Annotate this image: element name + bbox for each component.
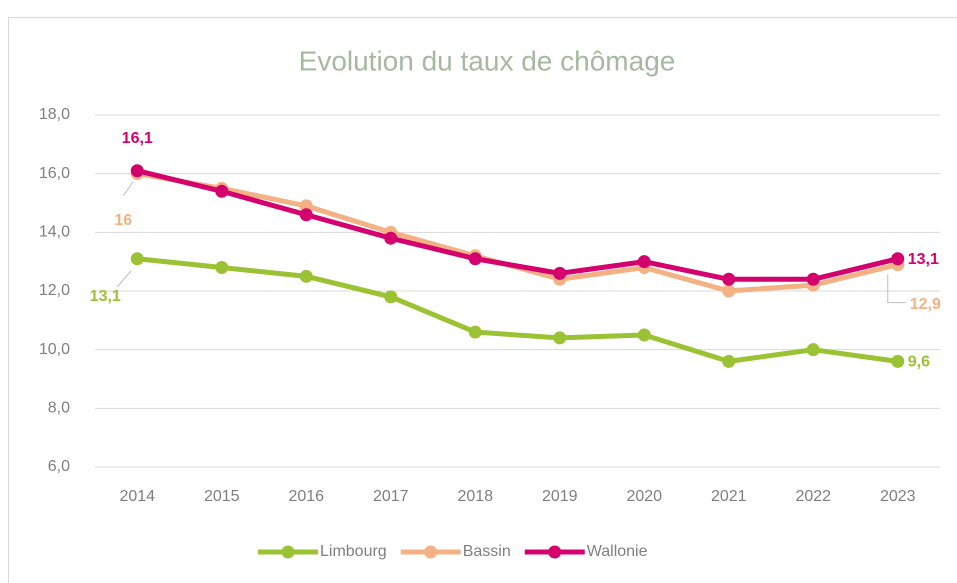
series-marker (215, 184, 229, 198)
leader-line (887, 274, 906, 304)
x-tick-label: 2019 (542, 488, 578, 505)
y-tick-label: 14,0 (39, 224, 70, 241)
series-marker (130, 164, 144, 178)
legend-marker (281, 545, 295, 559)
chart-frame (8, 17, 957, 583)
series-marker (637, 255, 651, 269)
data-label: 16,1 (122, 130, 153, 147)
series-marker (468, 325, 482, 339)
x-tick-label: 2023 (880, 488, 916, 505)
y-tick-label: 8,0 (48, 400, 70, 417)
x-tick-label: 2022 (795, 488, 831, 505)
series-marker (891, 252, 905, 266)
y-tick-label: 6,0 (48, 458, 70, 475)
chart-title: Evolution du taux de chômage (299, 45, 676, 76)
x-tick-label: 2020 (626, 488, 662, 505)
x-tick-label: 2018 (457, 488, 493, 505)
data-label: 13,1 (908, 251, 939, 268)
series-marker (384, 290, 398, 304)
x-tick-label: 2015 (204, 488, 240, 505)
series-marker (299, 269, 313, 283)
x-tick-label: 2021 (711, 488, 747, 505)
series-marker (130, 252, 144, 266)
data-label: 16 (114, 212, 132, 229)
x-tick-label: 2016 (288, 488, 324, 505)
x-tick-label: 2017 (373, 488, 409, 505)
series-marker (384, 231, 398, 245)
series-marker (215, 261, 229, 275)
series-marker (891, 354, 905, 368)
y-tick-label: 10,0 (39, 341, 70, 358)
series-marker (553, 331, 567, 345)
legend-label: Limbourg (320, 543, 387, 560)
legend-marker (548, 545, 562, 559)
data-label: 13,1 (90, 288, 121, 305)
series-marker (553, 266, 567, 280)
series-marker (722, 354, 736, 368)
series-marker (299, 208, 313, 222)
series-line (136, 168, 899, 282)
leader-line (122, 181, 134, 196)
series-marker (637, 328, 651, 342)
series-marker (468, 252, 482, 266)
leader-line (116, 270, 132, 288)
legend-marker (424, 545, 438, 559)
legend-label: Bassin (463, 543, 511, 560)
series-marker (806, 272, 820, 286)
data-label: 9,6 (908, 354, 930, 371)
legend-label: Wallonie (587, 543, 648, 560)
y-tick-label: 12,0 (39, 282, 70, 299)
series-marker (722, 284, 736, 298)
y-tick-label: 18,0 (39, 106, 70, 123)
series-line (136, 256, 899, 364)
series-marker (722, 272, 736, 286)
series-marker (806, 343, 820, 357)
y-tick-label: 16,0 (39, 165, 70, 182)
x-tick-label: 2014 (119, 488, 155, 505)
data-label: 12,9 (910, 296, 941, 313)
